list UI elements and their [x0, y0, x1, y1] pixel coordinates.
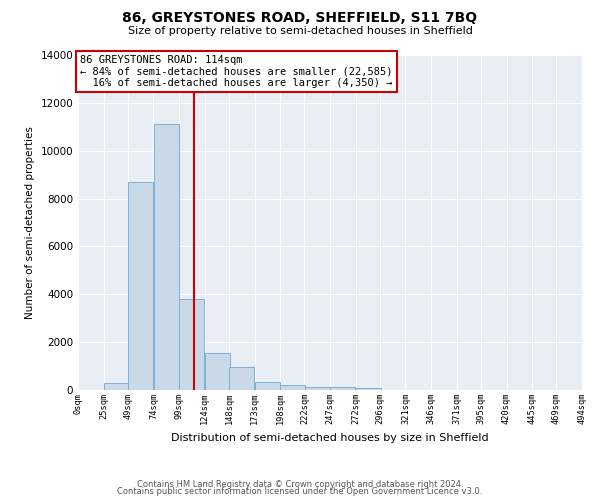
Text: Contains HM Land Registry data © Crown copyright and database right 2024.: Contains HM Land Registry data © Crown c…	[137, 480, 463, 489]
Bar	[331, 387, 355, 390]
Text: Size of property relative to semi-detached houses in Sheffield: Size of property relative to semi-detach…	[128, 26, 472, 36]
Bar	[154, 124, 179, 390]
Bar	[305, 387, 329, 390]
Text: Contains public sector information licensed under the Open Government Licence v3: Contains public sector information licen…	[118, 487, 482, 496]
Text: 86, GREYSTONES ROAD, SHEFFIELD, S11 7BQ: 86, GREYSTONES ROAD, SHEFFIELD, S11 7BQ	[122, 11, 478, 25]
Bar	[205, 353, 230, 390]
Bar	[104, 383, 128, 390]
Text: 86 GREYSTONES ROAD: 114sqm
← 84% of semi-detached houses are smaller (22,585)
  : 86 GREYSTONES ROAD: 114sqm ← 84% of semi…	[80, 55, 392, 88]
Bar	[280, 385, 305, 390]
Bar	[229, 368, 254, 390]
Y-axis label: Number of semi-detached properties: Number of semi-detached properties	[25, 126, 35, 319]
X-axis label: Distribution of semi-detached houses by size in Sheffield: Distribution of semi-detached houses by …	[171, 432, 489, 442]
Bar	[356, 388, 380, 390]
Bar	[128, 182, 153, 390]
Bar	[179, 299, 204, 390]
Bar	[255, 382, 280, 390]
